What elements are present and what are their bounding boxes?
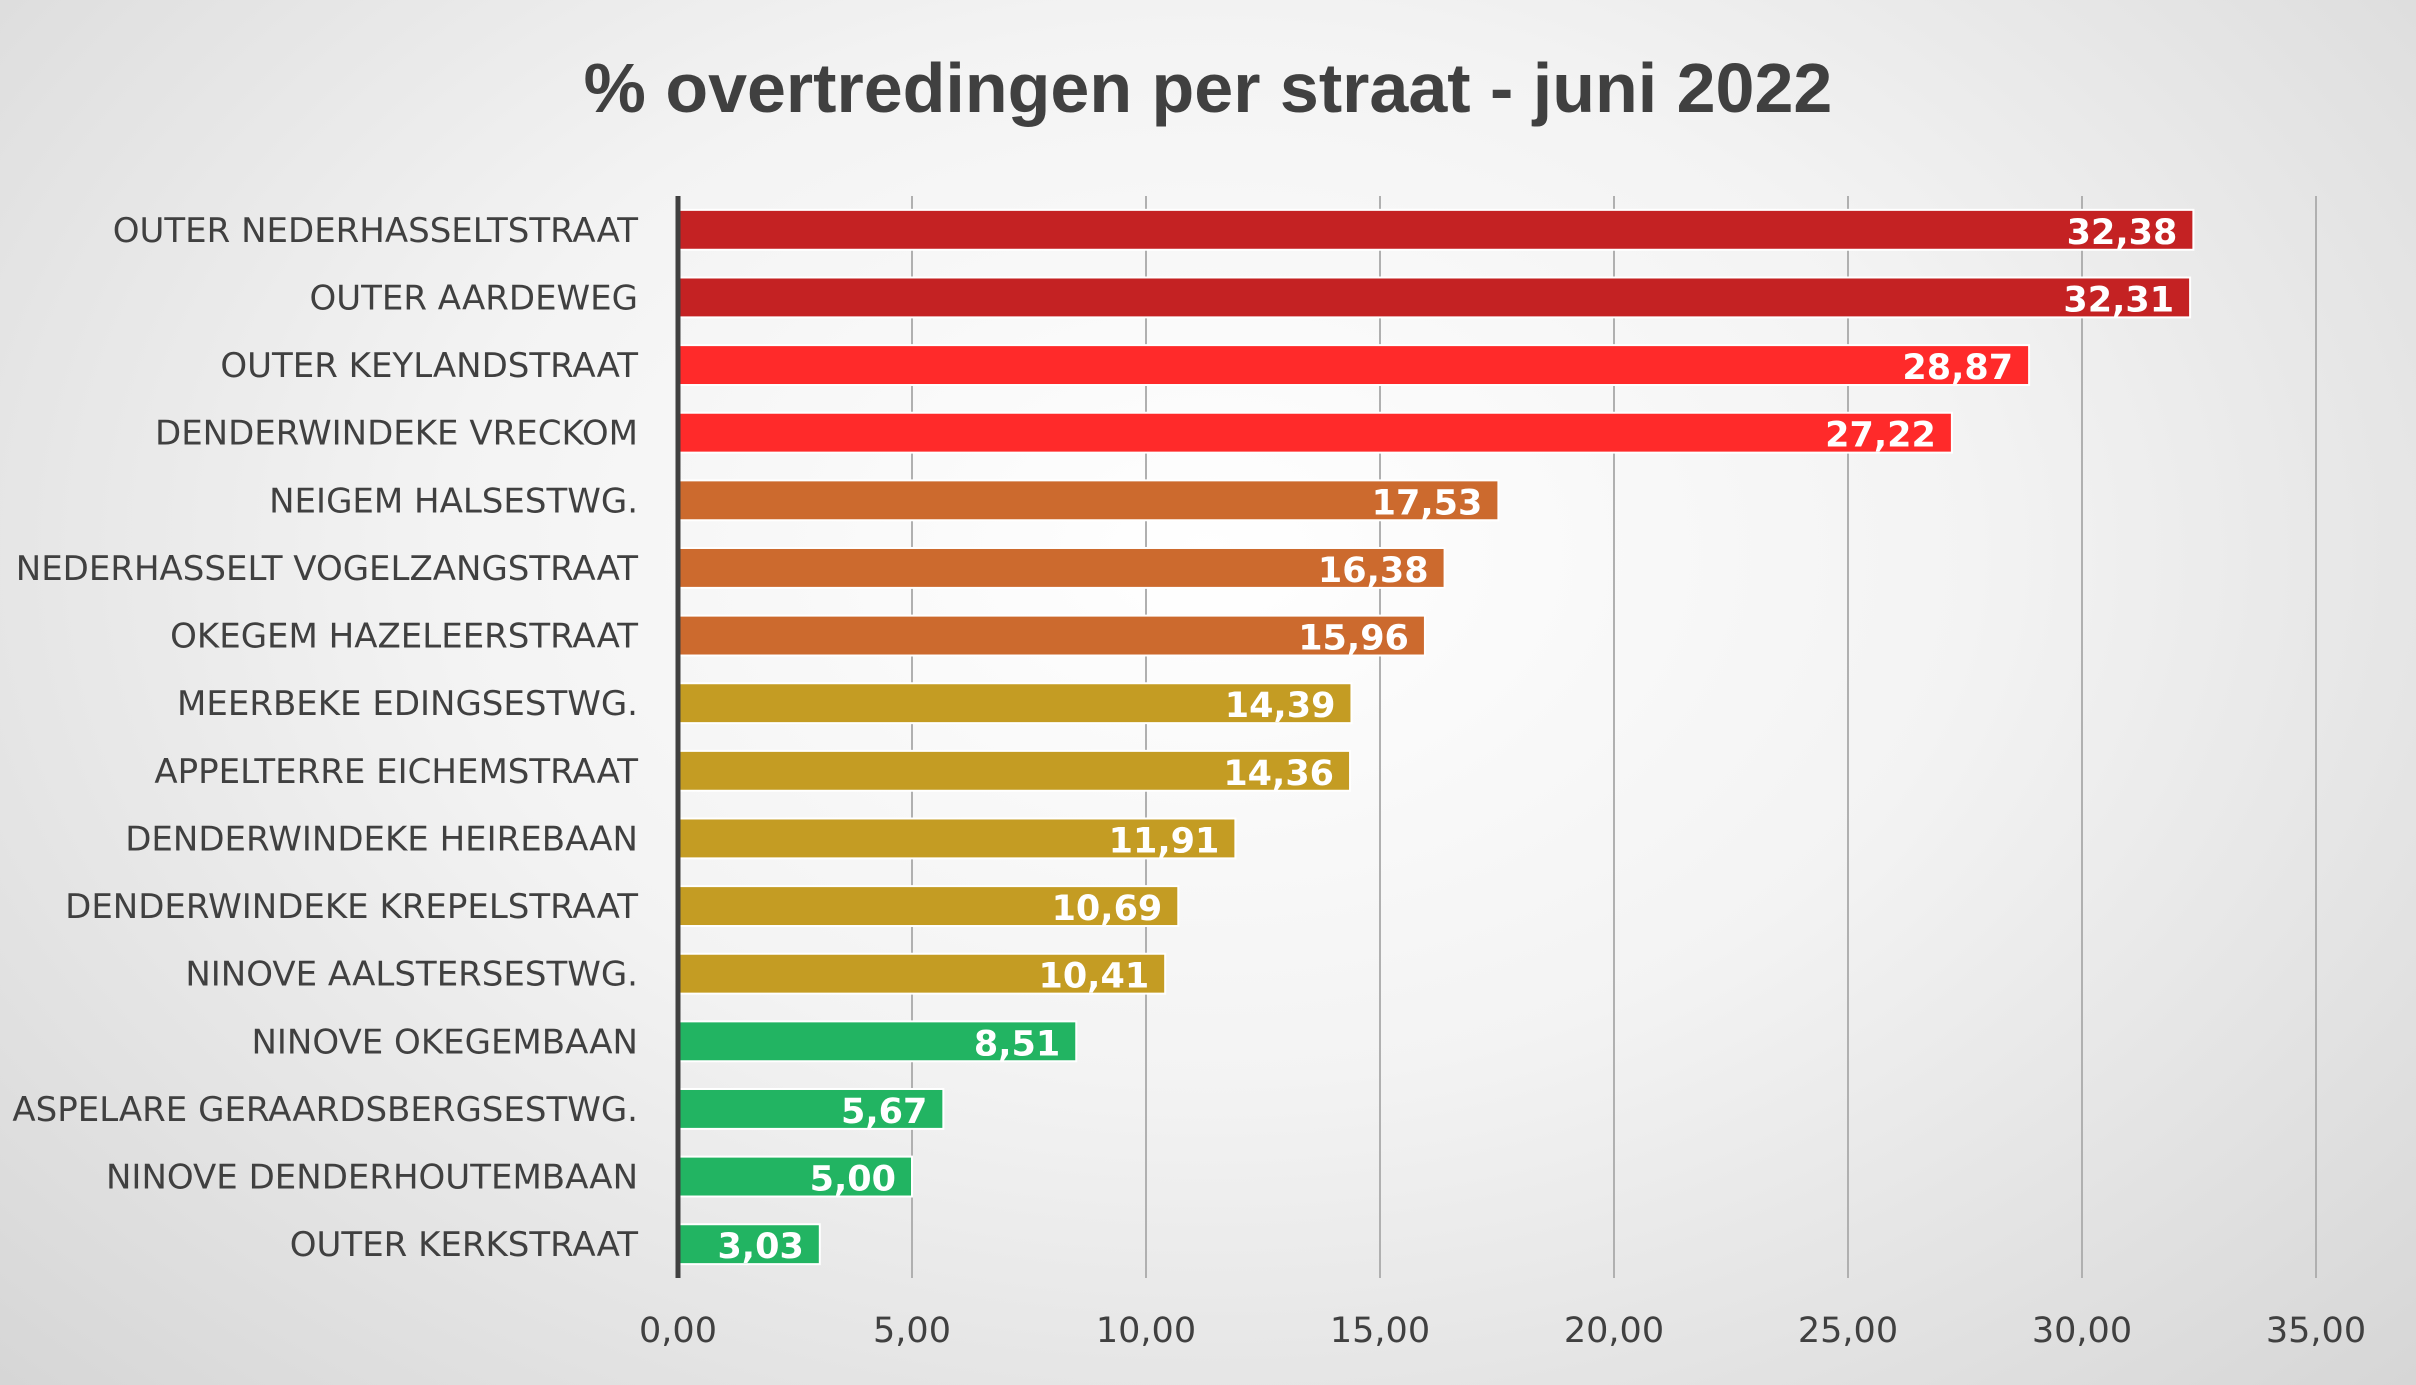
category-label: OUTER AARDEWEG	[309, 278, 638, 318]
data-label: 16,38	[1318, 551, 1429, 591]
data-label: 17,53	[1372, 483, 1483, 523]
x-tick-label: 15,00	[1330, 1311, 1430, 1351]
category-label: NEDERHASSELT VOGELZANGSTRAAT	[16, 549, 638, 589]
data-label: 14,39	[1225, 686, 1336, 726]
category-label: NINOVE AALSTERSESTWG.	[185, 955, 638, 995]
x-tick-label: 30,00	[2032, 1311, 2132, 1351]
x-tick-label: 35,00	[2266, 1311, 2366, 1351]
bar	[677, 1223, 821, 1266]
data-label: 3,03	[717, 1227, 803, 1267]
bar	[677, 885, 1180, 928]
data-label: 10,41	[1038, 957, 1149, 997]
category-label: DENDERWINDEKE VRECKOM	[155, 414, 638, 454]
category-label: NINOVE OKEGEMBAAN	[251, 1022, 638, 1062]
category-label: MEERBEKE EDINGSESTWG.	[177, 684, 638, 724]
category-labels: OUTER NEDERHASSELTSTRAAT OUTER AARDEWEG OU…	[12, 211, 638, 1265]
bar	[677, 952, 1167, 995]
data-label: 8,51	[974, 1024, 1060, 1064]
category-label: NINOVE DENDERHOUTEMBAAN	[106, 1158, 638, 1198]
category-label: ASPELARE GERAARDSBERGSESTWG.	[12, 1090, 638, 1130]
data-label: 28,87	[1902, 348, 2013, 388]
bars	[677, 208, 2195, 1266]
bar	[677, 479, 1500, 522]
category-label: DENDERWINDEKE KREPELSTRAAT	[65, 887, 638, 927]
category-label: OUTER NEDERHASSELTSTRAAT	[113, 211, 638, 251]
data-label: 32,38	[2067, 213, 2178, 253]
x-tick-labels: 0,00 5,00 10,00 15,00 20,00 25,00 30,00 35,00	[639, 1311, 2366, 1351]
bar	[677, 1155, 913, 1198]
bar	[677, 276, 2192, 319]
x-tick-label: 5,00	[873, 1311, 951, 1351]
x-tick-label: 20,00	[1564, 1311, 1664, 1351]
data-label: 32,31	[2063, 280, 2174, 320]
bar	[677, 614, 1426, 657]
category-label: OUTER KERKSTRAAT	[290, 1225, 638, 1265]
bar	[677, 411, 1953, 454]
x-tick-label: 0,00	[639, 1311, 717, 1351]
category-label: NEIGEM HALSESTWG.	[269, 481, 638, 521]
data-label: 10,69	[1052, 889, 1163, 929]
category-label: OUTER KEYLANDSTRAAT	[220, 346, 638, 386]
category-label: OKEGEM HAZELEERSTRAAT	[170, 617, 638, 657]
category-label: DENDERWINDEKE HEIREBAAN	[125, 819, 638, 859]
bar	[677, 1087, 945, 1130]
data-label: 11,91	[1109, 821, 1220, 861]
bar	[677, 682, 1353, 725]
data-label: 5,67	[841, 1092, 927, 1132]
x-tick-label: 10,00	[1096, 1311, 1196, 1351]
bar	[677, 1020, 1078, 1063]
bar	[677, 208, 2195, 251]
bar	[677, 546, 1446, 589]
category-label: APPELTERRE EICHEMSTRAAT	[154, 752, 638, 792]
data-label: 5,00	[810, 1160, 896, 1200]
data-labels: 32,38 32,31 28,87 27,22 17,53 16,38 15,96 14,39…	[717, 213, 2177, 1267]
bar	[677, 817, 1237, 860]
data-label: 27,22	[1825, 416, 1936, 456]
data-label: 14,36	[1223, 754, 1334, 794]
data-label: 15,96	[1298, 619, 1409, 659]
chart-title: % overtredingen per straat - juni 2022	[584, 49, 1833, 127]
bar	[677, 344, 2031, 387]
x-tick-label: 25,00	[1798, 1311, 1898, 1351]
